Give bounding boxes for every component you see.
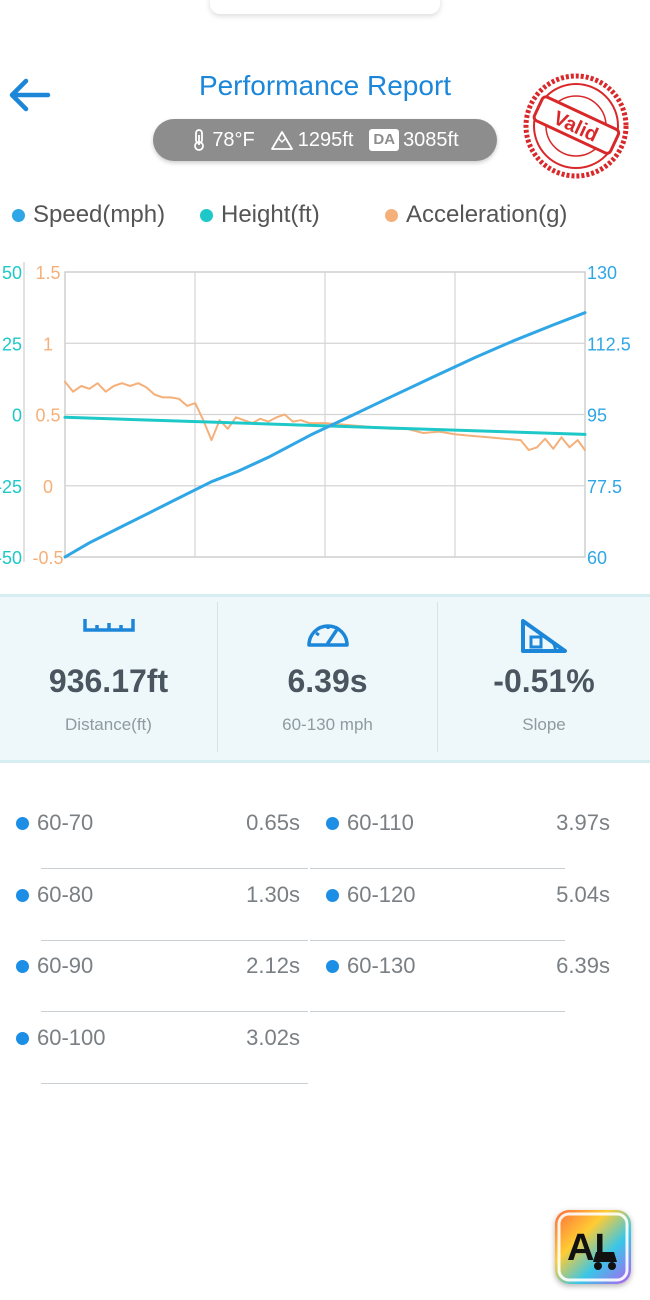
split-row: 60-90 2.12s xyxy=(16,947,308,1012)
split-row: 60-100 3.02s xyxy=(16,1019,308,1084)
thermometer-icon xyxy=(194,129,205,151)
split-time: 2.12s xyxy=(246,953,300,978)
split-dot xyxy=(16,1032,29,1045)
row-divider xyxy=(41,940,308,941)
split-row: 60-130 6.39s xyxy=(310,947,610,1012)
acceleration-g-series-line xyxy=(64,380,586,452)
split-dot xyxy=(326,960,339,973)
time-value: 6.39s xyxy=(287,663,368,699)
legend-dot-acceleration xyxy=(385,208,398,222)
split-range: 60-110 xyxy=(347,810,414,835)
acceleration-axis-tick-label: 1.5 xyxy=(35,263,60,283)
split-range: 60-70 xyxy=(37,810,94,835)
split-row: 60-120 5.04s xyxy=(310,876,610,941)
split-range: 60-90 xyxy=(37,953,94,978)
stat-slope: -0.51% Slope xyxy=(438,597,650,754)
slope-value: -0.51% xyxy=(493,663,595,699)
acceleration-axis-tick-label: 0.5 xyxy=(35,406,60,426)
legend-dot-height xyxy=(200,208,213,222)
split-time: 0.65s xyxy=(246,810,300,835)
density-altitude-readout: DA 3085ft xyxy=(369,128,459,152)
height-ft-series-line xyxy=(63,415,587,436)
row-divider xyxy=(310,868,565,869)
acceleration-axis-tick-label: -0.5 xyxy=(32,548,63,568)
density-altitude-value: 3085ft xyxy=(403,128,459,151)
temperature-value: 78°F xyxy=(212,128,255,151)
back-arrow-icon[interactable] xyxy=(6,74,52,116)
legend-height: Height(ft) xyxy=(200,201,320,229)
conditions-pill: 78°F 1295ft DA 3085ft xyxy=(153,119,497,161)
speed-axis-tick-label: 130 xyxy=(587,263,617,283)
stat-distance: 936.17ft Distance(ft) xyxy=(0,597,217,754)
split-row: 60-110 3.97s xyxy=(310,804,610,869)
row-divider xyxy=(310,940,565,941)
speed-axis-tick-label: 77.5 xyxy=(587,477,622,497)
temperature-readout: 78°F xyxy=(191,128,255,152)
speed-axis-tick-label: 95 xyxy=(587,406,607,426)
legend-dot-speed xyxy=(12,208,25,222)
row-divider xyxy=(41,1011,308,1012)
slope-label: Slope xyxy=(522,715,566,734)
height-axis-tick-label: 50 xyxy=(2,263,22,283)
acceleration-axis-tick-label: 1 xyxy=(43,334,53,354)
split-time: 5.04s xyxy=(556,882,610,907)
split-range: 60-130 xyxy=(347,953,416,978)
chart-legend: Speed(mph) Height(ft) Acceleration(g) xyxy=(0,201,650,233)
acceleration-axis-tick-label: 0 xyxy=(43,477,53,497)
split-dot xyxy=(16,960,29,973)
split-row: 60-70 0.65s xyxy=(16,804,308,869)
ai-assistant-button[interactable]: AI xyxy=(555,1210,631,1284)
speedometer-icon xyxy=(306,624,349,647)
split-time: 1.30s xyxy=(246,882,300,907)
row-divider xyxy=(41,1083,308,1084)
split-time: 3.97s xyxy=(556,810,610,835)
split-dot xyxy=(326,817,339,830)
split-time: 3.02s xyxy=(246,1025,300,1050)
height-axis-tick-label: -25 xyxy=(0,477,22,497)
split-dot xyxy=(16,817,29,830)
legend-label-speed: Speed(mph) xyxy=(33,201,166,228)
mountain-icon xyxy=(270,131,293,150)
ruler-icon xyxy=(82,619,135,632)
time-label: 60-130 mph xyxy=(282,715,373,734)
altitude-readout: 1295ft xyxy=(270,128,354,152)
split-dot xyxy=(326,889,339,902)
top-sheet-handle xyxy=(210,0,440,14)
split-dot xyxy=(16,889,29,902)
speed-mph-series-line xyxy=(63,311,587,559)
row-divider xyxy=(41,868,308,869)
legend-speed: Speed(mph) xyxy=(12,201,165,229)
speed-axis-tick-label: 60 xyxy=(587,548,607,568)
distance-label: Distance(ft) xyxy=(65,715,152,734)
stat-time: 6.39s 60-130 mph xyxy=(218,597,437,754)
altitude-value: 1295ft xyxy=(297,128,354,151)
height-axis-tick-label: -50 xyxy=(0,548,22,568)
height-axis-tick-label: 25 xyxy=(2,334,22,354)
stats-panel: 936.17ft Distance(ft) 6.39s 60-130 mph -… xyxy=(0,594,650,763)
stat-divider xyxy=(437,602,438,752)
page-title: Performance Report xyxy=(198,70,452,101)
slope-icon xyxy=(521,619,567,653)
distance-value: 936.17ft xyxy=(48,663,169,699)
valid-stamp: Valid xyxy=(520,72,630,180)
split-range: 60-80 xyxy=(37,882,94,907)
split-range: 60-100 xyxy=(37,1025,106,1050)
legend-acceleration: Acceleration(g) xyxy=(385,201,567,229)
row-divider xyxy=(310,1011,565,1012)
split-time: 6.39s xyxy=(556,953,610,978)
legend-label-height: Height(ft) xyxy=(221,201,320,228)
da-badge: DA xyxy=(369,129,400,151)
height-axis-tick-label: 0 xyxy=(12,406,22,426)
legend-label-acceleration: Acceleration(g) xyxy=(406,201,568,228)
stat-divider xyxy=(217,602,218,752)
speed-axis-tick-label: 112.5 xyxy=(587,334,631,354)
split-range: 60-120 xyxy=(347,882,416,907)
performance-chart: 50 25 0 -25 -50 1.5 1 0.5 0 -0.5 130 112.5 95 77.5 60 xyxy=(0,262,631,568)
split-row: 60-80 1.30s xyxy=(16,876,308,941)
